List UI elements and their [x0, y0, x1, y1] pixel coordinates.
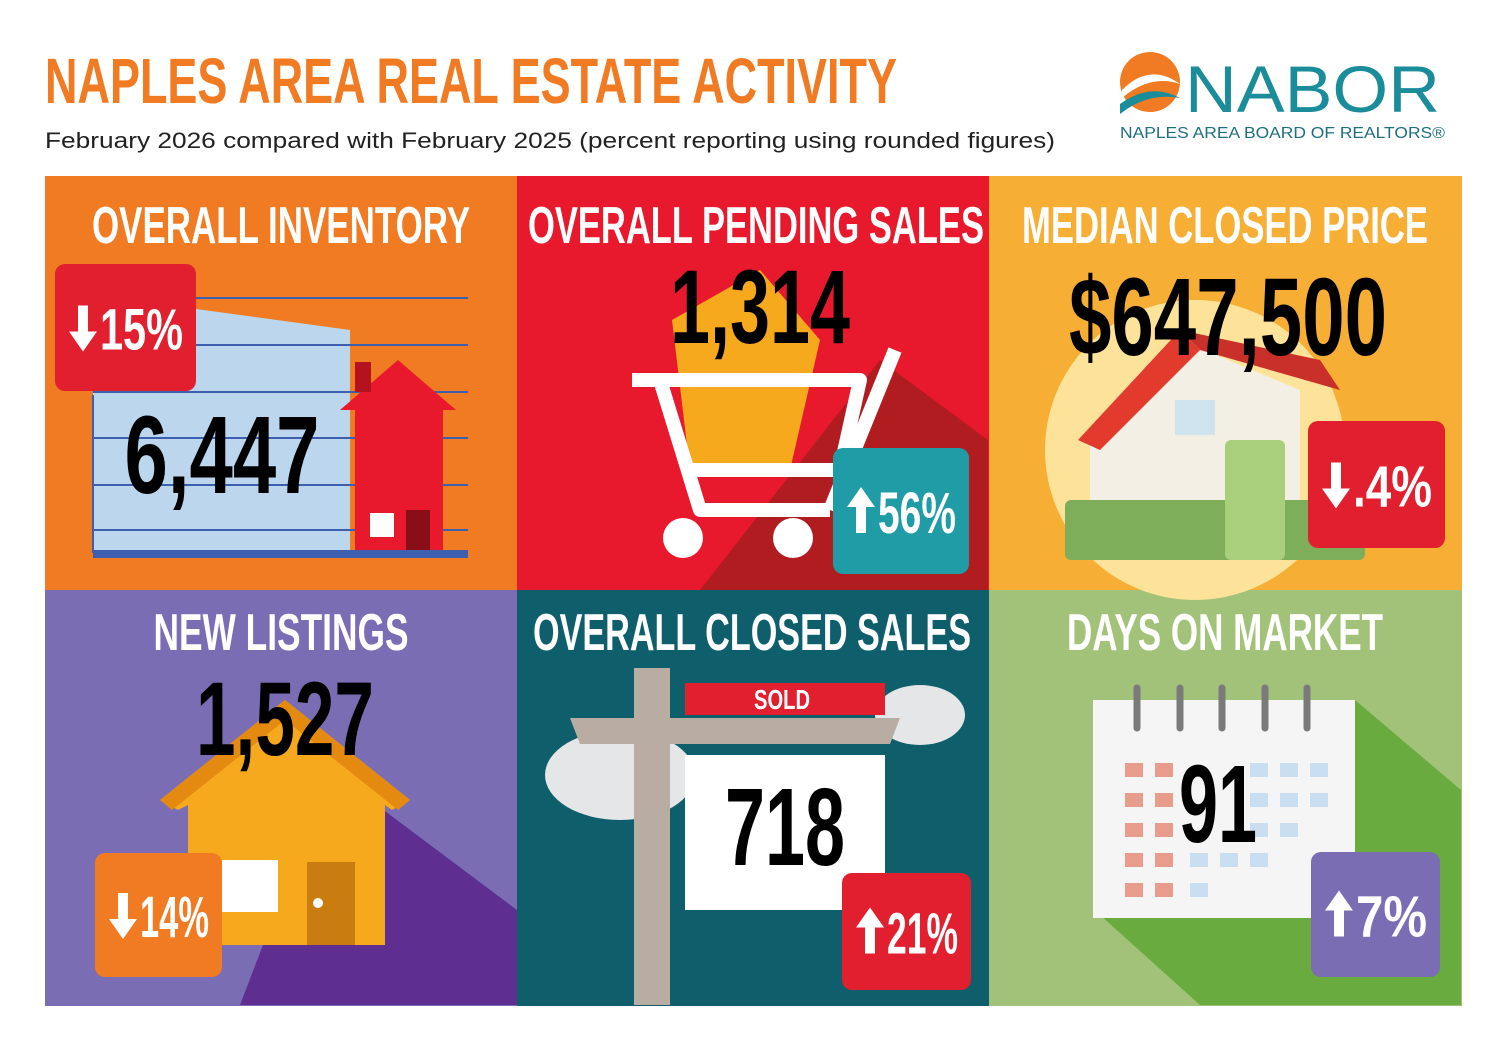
change-badge: [842, 873, 971, 990]
decoration: [1155, 793, 1173, 807]
direction-arrow: [847, 487, 875, 533]
decoration: [313, 898, 323, 908]
decoration: [1155, 853, 1173, 867]
decoration: [1125, 763, 1173, 897]
decoration: [1280, 793, 1298, 807]
decoration: [1133, 684, 1311, 732]
change-badge: [833, 448, 969, 574]
tile-title: DAYS ON MARKET: [1067, 604, 1383, 662]
change-badge: [1311, 852, 1440, 977]
tile-value: 6,447: [125, 394, 320, 517]
tile-title: MEDIAN CLOSED PRICE: [1022, 197, 1428, 255]
decoration: [1250, 853, 1268, 867]
title: NAPLES AREA REAL ESTATE ACTIVITY: [45, 45, 897, 117]
tile-title: OVERALL INVENTORY: [92, 197, 470, 255]
decoration: [1190, 763, 1328, 897]
decoration: [340, 360, 456, 550]
change-badge: [95, 853, 222, 977]
sign-illustration: [545, 668, 965, 1005]
decoration: [1280, 763, 1298, 777]
change-text: 21%: [887, 902, 958, 967]
change-text: 7%: [1356, 885, 1427, 950]
decoration: [663, 518, 703, 558]
change-badge: [55, 264, 196, 391]
decoration: [1175, 400, 1215, 435]
decoration: [222, 860, 278, 912]
tile-value: 91: [1179, 743, 1257, 866]
decoration: [1155, 883, 1173, 897]
decoration: [1122, 74, 1180, 98]
change-badge: [1308, 421, 1445, 548]
tile-title: OVERALL CLOSED SALES: [533, 604, 971, 662]
decoration: [773, 518, 813, 558]
decoration: [1125, 763, 1143, 777]
decoration: [875, 685, 965, 745]
decoration: [1125, 793, 1143, 807]
direction-arrow: [69, 305, 97, 352]
decoration: [672, 270, 820, 470]
decoration: [93, 550, 468, 558]
tile-title: OVERALL PENDING SALES: [528, 197, 984, 255]
logo-tagline: NAPLES AREA BOARD OF REALTORS®: [1120, 125, 1445, 142]
price-illustration: [1045, 300, 1365, 600]
change-text: 14%: [140, 885, 209, 950]
change-text: .4%: [1353, 455, 1432, 520]
logo-name: NABOR: [1185, 52, 1440, 126]
direction-arrow: [856, 907, 884, 954]
subtitle: February 2026 compared with February 202…: [45, 128, 1055, 153]
decoration: [1180, 330, 1340, 390]
decoration: [1125, 823, 1143, 837]
decoration: [160, 700, 410, 810]
sign-text: SOLD: [754, 684, 810, 715]
decoration: [1155, 763, 1173, 777]
decoration: [655, 373, 867, 477]
tile-value: $647,500: [1069, 256, 1387, 379]
decoration: [1125, 883, 1143, 897]
decoration: [1155, 823, 1173, 837]
decoration: [1310, 763, 1328, 777]
change-text: 15%: [100, 298, 183, 363]
change-text: 56%: [878, 481, 956, 546]
decoration: [1250, 793, 1268, 807]
tile-value: 718: [725, 766, 845, 889]
decoration: [685, 683, 885, 715]
decoration: [1250, 823, 1268, 837]
decoration: [1250, 763, 1268, 777]
decoration: [370, 513, 394, 537]
decoration: [1190, 853, 1208, 867]
decoration: [1125, 853, 1143, 867]
decoration: [1120, 91, 1180, 114]
decoration: [1225, 440, 1285, 560]
decoration: [1220, 853, 1238, 867]
decoration: [1078, 330, 1200, 450]
decoration: [632, 373, 830, 517]
decoration: [406, 510, 430, 550]
logo-icon: [1120, 52, 1180, 114]
direction-arrow: [1322, 462, 1350, 509]
tile-title: NEW LISTINGS: [154, 604, 409, 662]
direction-arrow: [109, 893, 137, 939]
decoration: [1190, 883, 1208, 897]
decoration: [570, 718, 900, 744]
direction-arrow: [1325, 890, 1353, 937]
decoration: [355, 362, 371, 392]
decoration: [1280, 823, 1298, 837]
decoration: [1065, 500, 1365, 560]
decoration: [1310, 793, 1328, 807]
tile-value: 1,527: [196, 661, 374, 778]
tile-value: 1,314: [670, 249, 850, 366]
listing-illustration: [160, 700, 517, 1005]
